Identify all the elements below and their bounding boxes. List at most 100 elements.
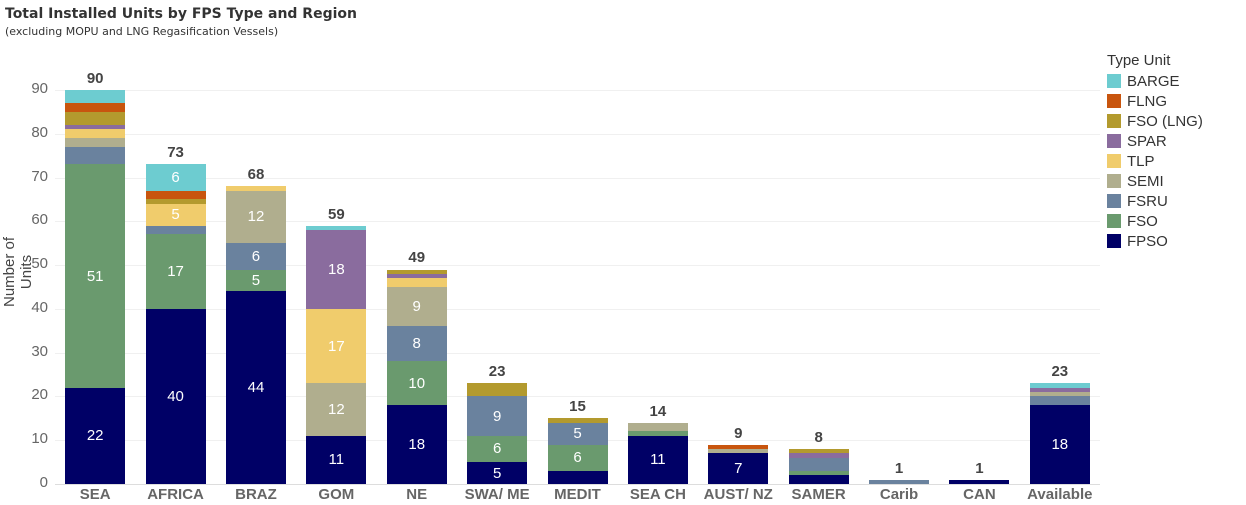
bar-segment-tlp[interactable] (225, 186, 286, 191)
bar-segment-fso-lng-[interactable] (467, 383, 528, 397)
bar-segment-spar[interactable]: 18 (306, 230, 367, 309)
legend-label: FPSO (1127, 232, 1168, 250)
bar-total-label: 23 (488, 363, 506, 381)
bar-segment-fpso[interactable]: 18 (1029, 405, 1090, 484)
bar-segment-semi[interactable] (1029, 392, 1090, 397)
bar-segment-semi[interactable] (708, 448, 769, 454)
bar-total-label: 23 (1051, 363, 1069, 381)
legend-item-fsru[interactable]: FSRU (1107, 191, 1203, 211)
bar-segment-fso-lng-[interactable] (145, 199, 206, 204)
legend-item-fso[interactable]: FSO (1107, 211, 1203, 231)
bar-segment-fpso[interactable]: 5 (467, 462, 528, 484)
bar-can[interactable] (949, 479, 1010, 484)
bar-segment-semi[interactable]: 12 (225, 190, 286, 244)
bar-segment-fpso[interactable]: 7 (708, 453, 769, 484)
bar-segment-semi[interactable]: 9 (386, 287, 447, 327)
bar-carib[interactable] (869, 479, 930, 484)
bar-segment-fso[interactable]: 17 (145, 234, 206, 309)
bar-segment-fsru[interactable] (65, 146, 126, 165)
x-tick-label: AFRICA (147, 486, 204, 503)
bar-segment-tlp[interactable]: 17 (306, 308, 367, 384)
bar-segment-fso-lng-[interactable] (386, 269, 447, 274)
gridline (55, 396, 1100, 398)
y-tick-label: 80 (31, 123, 48, 141)
bar-segment-fpso[interactable] (949, 479, 1010, 484)
bar-segment-fsru[interactable]: 6 (225, 243, 286, 270)
bar-segment-fso[interactable]: 6 (467, 435, 528, 463)
bar-total-label: 15 (569, 398, 586, 416)
bar-segment-fsru[interactable] (788, 457, 849, 471)
bar-segment-fso-lng-[interactable] (547, 418, 608, 423)
bar-segment-fsru[interactable] (869, 479, 930, 484)
bar-sea-ch[interactable]: 11 (627, 422, 688, 484)
bar-segment-fso[interactable]: 10 (386, 361, 447, 406)
bar-segment-semi[interactable] (627, 422, 688, 432)
bar-segment-fpso[interactable] (547, 470, 608, 484)
bar-total-label: 59 (328, 205, 345, 223)
bar-segment-fsru[interactable]: 8 (386, 326, 447, 362)
bar-segment-fso[interactable]: 51 (65, 164, 126, 388)
bar-segment-tlp[interactable] (386, 278, 447, 288)
legend-item-fpso[interactable]: FPSO (1107, 231, 1203, 251)
bar-segment-fpso[interactable] (788, 475, 849, 484)
bar-segment-tlp[interactable]: 5 (145, 203, 206, 226)
y-tick-label: 50 (31, 255, 48, 273)
legend-item-fso-lng-[interactable]: FSO (LNG) (1107, 111, 1203, 131)
legend-label: SEMI (1127, 172, 1164, 190)
bar-segment-fpso[interactable]: 40 (145, 308, 206, 484)
y-tick-label: 10 (31, 430, 48, 448)
bar-segment-fso[interactable] (627, 431, 688, 436)
bar-segment-fso[interactable]: 5 (225, 269, 286, 292)
bar-segment-fsru[interactable]: 5 (547, 422, 608, 445)
legend-item-barge[interactable]: BARGE (1107, 71, 1203, 91)
bar-total-label: 14 (649, 402, 667, 420)
bar-segment-flng[interactable] (708, 444, 769, 449)
bar-segment-flng[interactable] (145, 190, 206, 200)
legend-item-spar[interactable]: SPAR (1107, 131, 1203, 151)
bar-ne[interactable]: 18 10 8 9 (386, 269, 447, 484)
bar-segment-spar[interactable] (788, 453, 849, 458)
legend-label: FSRU (1127, 192, 1168, 210)
bar-segment-barge[interactable] (65, 90, 126, 104)
bar-segment-fpso[interactable]: 11 (627, 435, 688, 484)
bar-segment-barge[interactable]: 6 (145, 164, 206, 191)
bar-segment-barge[interactable] (306, 225, 367, 231)
bar-braz[interactable]: 44 5 6 12 (225, 186, 286, 484)
bar-segment-fpso[interactable]: 11 (306, 435, 367, 484)
bar-segment-spar[interactable] (386, 273, 447, 279)
bar-segment-fsru[interactable] (145, 225, 206, 235)
x-tick-label: Available (1027, 486, 1093, 503)
bar-sea[interactable]: 22 51 (65, 90, 126, 484)
bar-gom[interactable]: 11 12 17 18 (306, 225, 367, 484)
bar-segment-barge[interactable] (1029, 383, 1090, 388)
bar-segment-fso[interactable]: 6 (547, 444, 608, 471)
x-tick-label: GOM (318, 486, 355, 503)
bar-segment-fsru[interactable] (1029, 396, 1090, 406)
bar-segment-fso-lng-[interactable] (65, 111, 126, 126)
bar-aust-nz[interactable]: 7 (708, 444, 769, 484)
legend-item-semi[interactable]: SEMI (1107, 171, 1203, 191)
legend-item-tlp[interactable]: TLP (1107, 151, 1203, 171)
bar-segment-tlp[interactable] (65, 129, 126, 139)
bar-africa[interactable]: 40 17 5 6 (145, 164, 206, 484)
bar-segment-flng[interactable] (65, 103, 126, 112)
bar-segment-semi[interactable] (65, 138, 126, 147)
legend-swatch-icon (1107, 194, 1121, 208)
legend-label: SPAR (1127, 132, 1167, 150)
bar-samer[interactable] (788, 449, 849, 484)
bar-available[interactable]: 18 (1029, 383, 1090, 484)
bar-segment-spar[interactable] (65, 125, 126, 130)
bar-segment-spar[interactable] (1029, 387, 1090, 393)
gridline (55, 308, 1100, 310)
bar-segment-fpso[interactable]: 18 (386, 405, 447, 484)
bar-segment-semi[interactable]: 12 (306, 383, 367, 436)
bar-segment-fpso[interactable]: 44 (225, 291, 286, 484)
legend-item-flng[interactable]: FLNG (1107, 91, 1203, 111)
bar-segment-fpso[interactable]: 22 (65, 387, 126, 484)
bar-segment-fsru[interactable]: 9 (467, 396, 528, 436)
bar-total-label: 90 (86, 70, 104, 87)
bar-segment-fso-lng-[interactable] (788, 449, 849, 454)
bar-segment-fso[interactable] (788, 470, 849, 476)
